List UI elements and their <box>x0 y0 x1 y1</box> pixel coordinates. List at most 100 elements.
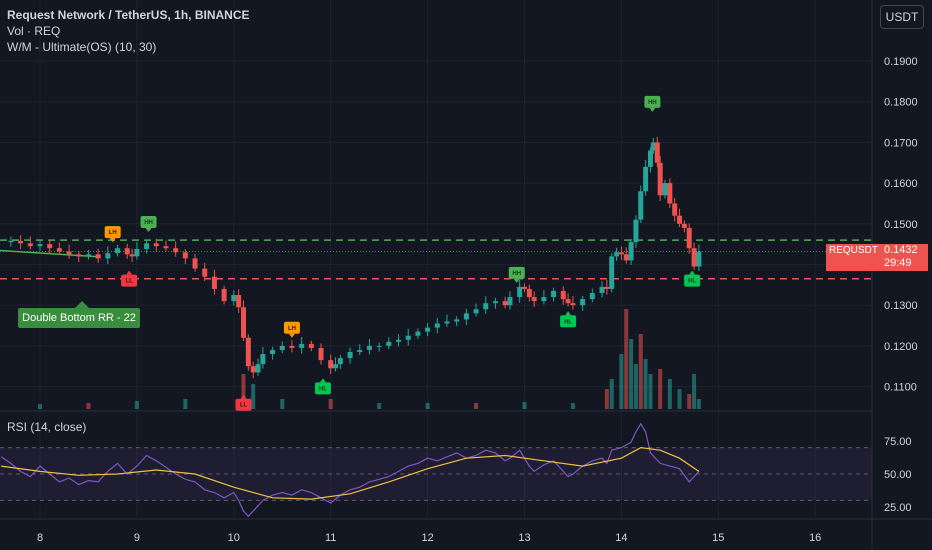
volume-bar <box>648 374 653 409</box>
candle-body <box>347 352 353 359</box>
marker-pointer <box>288 333 295 338</box>
candle-body <box>18 240 24 244</box>
candle-body <box>27 243 33 247</box>
volume-bar <box>619 354 624 409</box>
candle-body <box>483 303 489 310</box>
time-tick-label: 11 <box>325 532 336 544</box>
marker-box <box>314 382 331 395</box>
candle-body <box>8 240 14 243</box>
price-tick-label: 0.1600 <box>884 178 918 190</box>
candle-body <box>492 301 498 304</box>
candle-body <box>255 364 261 373</box>
candle-body <box>473 309 479 314</box>
axes: 0.19000.18000.17000.16000.15000.14000.13… <box>37 56 918 544</box>
marker-box <box>684 274 701 287</box>
marker-pointer <box>240 394 247 399</box>
candle-body <box>531 297 537 302</box>
volume-bar <box>604 389 609 409</box>
candle-body <box>570 303 576 306</box>
marker-label: HH <box>512 271 521 277</box>
candle-body <box>153 243 159 247</box>
candle-body <box>134 249 140 257</box>
currency-button[interactable]: USDT <box>880 5 924 29</box>
marker-box <box>104 226 121 239</box>
volume-indicator-label[interactable]: Vol · REQ <box>7 24 61 38</box>
price-tick-label: 0.1800 <box>884 97 918 109</box>
candle-body <box>434 323 440 328</box>
rsi-pane <box>0 422 872 518</box>
volume-bar <box>251 384 256 409</box>
marker-label: HL <box>688 279 696 285</box>
rsi-tick-label: 25.00 <box>884 502 912 514</box>
candle-body <box>517 286 523 298</box>
swing-marker-ll: LL <box>235 394 252 411</box>
volume-bar <box>425 403 430 409</box>
time-tick-label: 16 <box>809 532 821 544</box>
candle-body <box>386 341 392 346</box>
candle-body <box>463 313 469 320</box>
candle-body <box>551 290 557 298</box>
volume-bar <box>280 399 285 409</box>
volume-bar <box>38 404 42 409</box>
volume-bar <box>134 401 139 409</box>
volume-bar <box>474 403 479 409</box>
swing-marker-lh: LH <box>104 226 121 243</box>
candle-body <box>250 366 256 373</box>
volume-bar <box>638 334 643 409</box>
candle-body <box>318 347 324 361</box>
candle-body <box>541 297 547 302</box>
price-tick-label: 0.1100 <box>884 382 917 394</box>
volume-bar <box>692 374 697 409</box>
volume-bar <box>677 389 682 409</box>
volume-bar <box>643 359 648 409</box>
marker-label: LL <box>240 403 248 409</box>
candle-body <box>240 307 246 338</box>
candle-body <box>366 345 372 350</box>
candle-body <box>415 331 421 336</box>
candle-body <box>686 227 692 249</box>
marker-label: HH <box>144 220 153 226</box>
candle-body <box>614 252 620 257</box>
rsi-ma-line <box>1 446 700 500</box>
candle-body <box>526 288 532 298</box>
candle-body <box>696 251 702 267</box>
marker-box <box>560 315 577 328</box>
volume-bar <box>241 374 246 409</box>
marker-pointer <box>689 270 696 275</box>
marker-pointer <box>109 238 116 243</box>
candle-body <box>425 327 431 332</box>
time-tick-label: 9 <box>134 532 140 544</box>
candle-body <box>163 246 169 249</box>
candle-body <box>643 166 649 192</box>
time-tick-label: 15 <box>712 532 724 544</box>
candle-body <box>662 183 668 196</box>
candle-body <box>507 297 513 306</box>
candle-body <box>667 183 673 204</box>
marker-pointer <box>649 107 656 112</box>
swing-marker-ll: LL <box>121 270 138 287</box>
candle-body <box>192 258 198 269</box>
candle-body <box>522 286 527 289</box>
chart-title: Request Network / TetherUS, 1h, BINANCE <box>7 8 250 22</box>
callout-text: Double Bottom RR - 22 <box>22 312 136 324</box>
swing-marker-hh: HH <box>140 215 157 232</box>
price-tick-label: 0.1300 <box>884 300 918 312</box>
swing-marker-hh: HH <box>508 266 525 283</box>
candle-body <box>396 339 402 342</box>
candle-body <box>376 345 382 347</box>
volume-bars <box>38 309 701 409</box>
candle-body <box>37 244 43 247</box>
time-tick-label: 14 <box>615 532 627 544</box>
volume-bar <box>522 402 527 409</box>
rsi-indicator-label[interactable]: RSI (14, close) <box>7 420 87 434</box>
ultimate-indicator-label[interactable]: W/M - Ultimate(OS) (10, 30) <box>7 40 157 54</box>
candle-body <box>202 268 208 277</box>
swing-markers: LH LL HH LL LH HL HH HL HH HL <box>104 95 701 411</box>
candle-body <box>454 319 460 322</box>
candle-body <box>580 299 586 306</box>
marker-label: LH <box>109 230 117 236</box>
swing-marker-hh: HH <box>644 95 661 112</box>
marker-label: LL <box>125 279 133 285</box>
volume-bar <box>86 403 91 409</box>
